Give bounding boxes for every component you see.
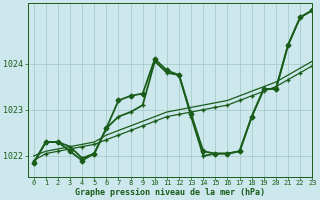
X-axis label: Graphe pression niveau de la mer (hPa): Graphe pression niveau de la mer (hPa) bbox=[75, 188, 265, 197]
